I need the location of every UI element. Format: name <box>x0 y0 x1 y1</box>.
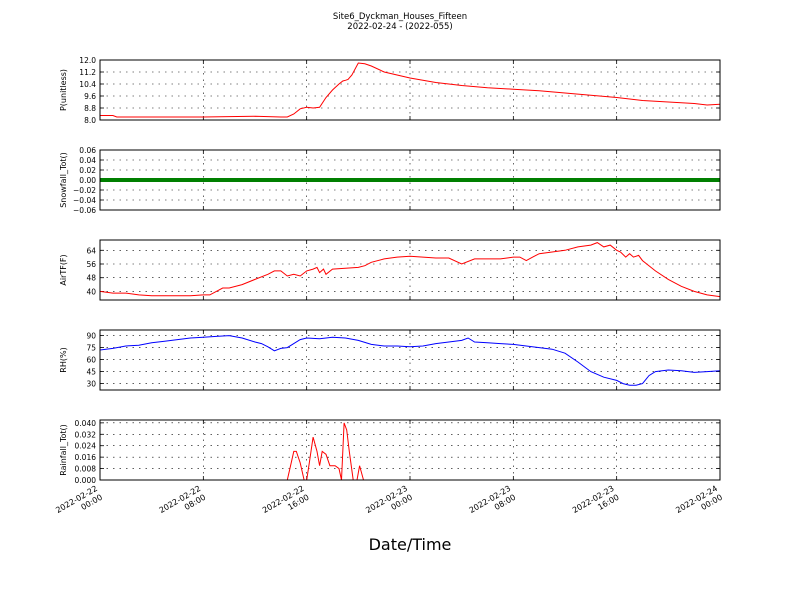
plot-frame <box>99 419 721 481</box>
x-tick-label: 2022-02-2216:00 <box>261 484 311 524</box>
y-tick-label: −0.02 <box>73 186 96 195</box>
y-tick-label: 0.040 <box>75 419 97 428</box>
figure-title: Site6_Dyckman_Houses_Fifteen <box>333 12 467 22</box>
y-tick-label: 45 <box>86 368 96 377</box>
y-tick-label: 11.2 <box>79 68 96 77</box>
panels: 8.08.89.610.411.212.0P(unitless)−0.06−0.… <box>59 56 721 485</box>
y-tick-label: 0.000 <box>75 476 97 485</box>
series-line-0-0 <box>100 62 721 118</box>
y-tick-label: 0.008 <box>75 465 97 474</box>
x-tick-label: 2022-02-2300:00 <box>364 484 414 524</box>
y-tick-label: 0.016 <box>75 453 97 462</box>
plot-frame <box>99 59 721 121</box>
plot-frame <box>99 329 721 391</box>
y-tick-label: 0.00 <box>79 176 96 185</box>
y-tick-label: 0.06 <box>79 146 96 155</box>
panel-3: 30 45 60 75 90 RH(%) <box>59 329 721 391</box>
x-tick-label: 2022-02-2200:00 <box>54 484 104 524</box>
y-tick-label: 0.024 <box>75 442 97 451</box>
series-line-2-0 <box>99 242 721 298</box>
y-tick-label: 0.02 <box>79 166 96 175</box>
y-tick-label: 0.04 <box>79 156 96 165</box>
y-tick-label: 64 <box>86 246 96 255</box>
series-line-4-0 <box>100 422 720 481</box>
figure-subtitle: 2022-02-24 - (2022-055) <box>347 22 452 32</box>
plot-frame <box>99 239 721 301</box>
x-tick-label: 2022-02-2400:00 <box>674 484 724 524</box>
y-tick-label: 8.0 <box>84 116 96 125</box>
y-tick-label: 9.6 <box>84 92 96 101</box>
y-tick-label: 10.4 <box>79 80 96 89</box>
y-tick-label: −0.06 <box>73 206 96 215</box>
y-tick-label: 48 <box>86 274 96 283</box>
panel-4: 0.000 0.008 0.016 0.024 0.032 0.040 Rainfall_T… <box>59 419 721 485</box>
y-tick-label: 75 <box>86 344 96 353</box>
series-line-3-0 <box>99 335 721 386</box>
y-axis-label: Snowfall_Tot() <box>59 152 68 208</box>
y-tick-label: 40 <box>86 287 96 296</box>
y-tick-label: 56 <box>86 260 96 269</box>
panel-1: −0.06−0.04−0.020.000.020.040.06 Snowfall_… <box>59 146 721 215</box>
y-axis-label: Rainfall_Tot() <box>59 424 68 476</box>
y-tick-label: 90 <box>86 332 96 341</box>
y-axis-label: RH(%) <box>59 347 68 372</box>
y-tick-label: −0.04 <box>73 196 96 205</box>
y-tick-label: 0.032 <box>75 430 97 439</box>
y-axis-label: P(unitless) <box>59 69 68 111</box>
plot-frame <box>99 149 721 211</box>
panel-2: 40 48 56 64 AirTF(F) <box>59 239 721 301</box>
y-tick-label: 30 <box>86 380 96 389</box>
y-tick-label: 12.0 <box>79 56 96 65</box>
x-axis-tick-labels: 2022-02-2200:00 2022-02-2208:00 2022-02-22… <box>54 484 724 524</box>
y-axis-label: AirTF(F) <box>59 254 68 285</box>
x-axis-label: Date/Time <box>369 535 452 554</box>
y-tick-label: 60 <box>86 356 96 365</box>
x-tick-label: 2022-02-2208:00 <box>158 484 208 524</box>
panel-0: 8.0 8.8 9.6 10.4 11.2 12.0 P(unitless) <box>59 56 721 125</box>
x-tick-label: 2022-02-2316:00 <box>571 484 621 524</box>
x-tick-label: 2022-02-2308:00 <box>468 484 518 524</box>
y-tick-label: 8.8 <box>84 104 96 113</box>
